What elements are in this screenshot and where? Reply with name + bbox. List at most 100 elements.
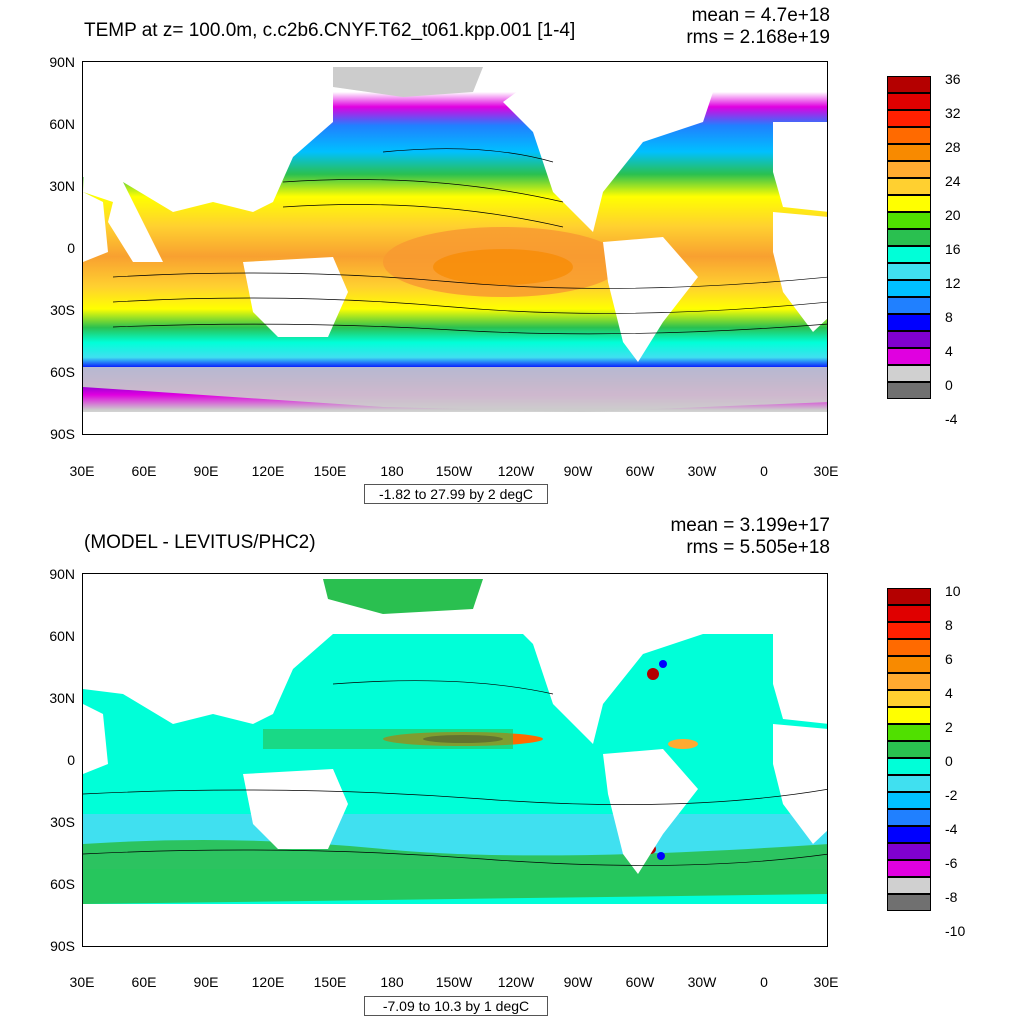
- colorbar-swatch: [887, 195, 931, 212]
- colorbar-swatch: [887, 741, 931, 758]
- colorbar-swatch: [887, 843, 931, 860]
- colorbar-swatch: [887, 792, 931, 809]
- colorbar-swatch: [887, 161, 931, 178]
- colorbar-label: 32: [945, 105, 961, 121]
- colorbar-swatch: [887, 894, 931, 911]
- colorbar-swatch: [887, 314, 931, 331]
- colorbar-swatch: [887, 775, 931, 792]
- panel-title: (MODEL - LEVITUS/PHC2): [84, 532, 316, 553]
- colorbar-swatch: [887, 280, 931, 297]
- colorbar-swatch: [887, 348, 931, 365]
- x-tick-label: 30E: [69, 974, 95, 990]
- x-tick-label: 150E: [313, 463, 347, 479]
- colorbar-swatch: [887, 127, 931, 144]
- colorbar-swatch: [887, 110, 931, 127]
- colorbar-swatch: [887, 826, 931, 843]
- colorbar-swatch: [887, 144, 931, 161]
- x-tick-label: 90E: [193, 463, 219, 479]
- colorbar-label: 10: [945, 583, 961, 599]
- y-tick-label: 90N: [49, 54, 75, 70]
- colorbar-swatch: [887, 809, 931, 826]
- x-tick-label: 60W: [625, 974, 655, 990]
- colorbar-swatch: [887, 656, 931, 673]
- colorbar-label: 4: [945, 343, 953, 359]
- colorbar-swatch: [887, 263, 931, 280]
- y-tick-label: 30S: [50, 302, 75, 318]
- contour-range-label: -1.82 to 27.99 by 2 degC: [364, 484, 548, 504]
- x-tick-label: 60E: [131, 974, 157, 990]
- colorbar-swatch: [887, 588, 931, 605]
- x-tick-label: 30W: [687, 463, 717, 479]
- colorbar-label: 20: [945, 207, 961, 223]
- y-tick-label: 60N: [49, 116, 75, 132]
- x-tick-label: 90E: [193, 974, 219, 990]
- rms-value: rms = 5.505e+18: [686, 537, 830, 558]
- colorbar-label: 0: [945, 377, 953, 393]
- map-plot-area: [82, 573, 828, 947]
- difference-field: [83, 574, 827, 946]
- colorbar-label: -8: [945, 889, 958, 905]
- colorbar-label: 36: [945, 71, 961, 87]
- x-tick-label: 180: [380, 463, 404, 479]
- colorbar-swatch: [887, 707, 931, 724]
- colorbar-label: -4: [945, 821, 958, 837]
- x-tick-label: 30E: [813, 974, 839, 990]
- colorbar-swatch: [887, 758, 931, 775]
- colorbar-swatch: [887, 178, 931, 195]
- mean-value: mean = 3.199e+17: [670, 515, 830, 536]
- colorbar-label: -4: [945, 411, 958, 427]
- x-tick-label: 30E: [69, 463, 95, 479]
- x-tick-label: 150W: [435, 974, 473, 990]
- contour-range-label: -7.09 to 10.3 by 1 degC: [364, 996, 548, 1016]
- colorbar-swatch: [887, 605, 931, 622]
- colorbar-swatch: [887, 724, 931, 741]
- y-tick-label: 30N: [49, 690, 75, 706]
- panel-title: TEMP at z= 100.0m, c.c2b6.CNYF.T62_t061.…: [84, 20, 576, 41]
- x-tick-label: 120E: [251, 974, 285, 990]
- y-tick-label: 90N: [49, 566, 75, 582]
- y-tick-label: 0: [67, 752, 75, 768]
- x-tick-label: 60E: [131, 463, 157, 479]
- x-tick-label: 90W: [563, 463, 593, 479]
- colorbar-swatch: [887, 365, 931, 382]
- x-tick-label: 120E: [251, 463, 285, 479]
- colorbar-swatch: [887, 76, 931, 93]
- colorbar-swatch: [887, 93, 931, 110]
- colorbar-swatch: [887, 877, 931, 894]
- y-tick-label: 30S: [50, 814, 75, 830]
- x-tick-label: 0: [760, 463, 768, 479]
- x-tick-label: 30W: [687, 974, 717, 990]
- y-tick-label: 90S: [50, 426, 75, 442]
- colorbar-label: 2: [945, 719, 953, 735]
- x-tick-label: 30E: [813, 463, 839, 479]
- colorbar-label: 12: [945, 275, 961, 291]
- colorbar-swatch: [887, 860, 931, 877]
- colorbar-label: -2: [945, 787, 958, 803]
- x-tick-label: 90W: [563, 974, 593, 990]
- colorbar-swatch: [887, 297, 931, 314]
- x-tick-label: 120W: [497, 974, 535, 990]
- temperature-field: [83, 62, 827, 434]
- y-tick-label: 60S: [50, 876, 75, 892]
- x-tick-label: 0: [760, 974, 768, 990]
- colorbar-label: 8: [945, 617, 953, 633]
- map-plot-area: [82, 61, 828, 435]
- colorbar-label: 16: [945, 241, 961, 257]
- colorbar-swatch: [887, 246, 931, 263]
- x-tick-label: 150W: [435, 463, 473, 479]
- temperature-map-panel: TEMP at z= 100.0m, c.c2b6.CNYF.T62_t061.…: [49, 5, 961, 504]
- difference-map-panel: (MODEL - LEVITUS/PHC2) mean = 3.199e+17 …: [0, 512, 1024, 1024]
- colorbar-swatch: [887, 229, 931, 246]
- x-tick-label: 120W: [497, 463, 535, 479]
- colorbar-label: 4: [945, 685, 953, 701]
- colorbar-swatch: [887, 622, 931, 639]
- y-tick-label: 30N: [49, 178, 75, 194]
- colorbar: [887, 76, 931, 399]
- x-tick-label: 60W: [625, 463, 655, 479]
- colorbar-label: -6: [945, 855, 958, 871]
- rms-value: rms = 2.168e+19: [686, 27, 830, 48]
- colorbar-swatch: [887, 673, 931, 690]
- colorbar-label: 24: [945, 173, 961, 189]
- colorbar-label: -10: [945, 923, 966, 939]
- colorbar-label: 0: [945, 753, 953, 769]
